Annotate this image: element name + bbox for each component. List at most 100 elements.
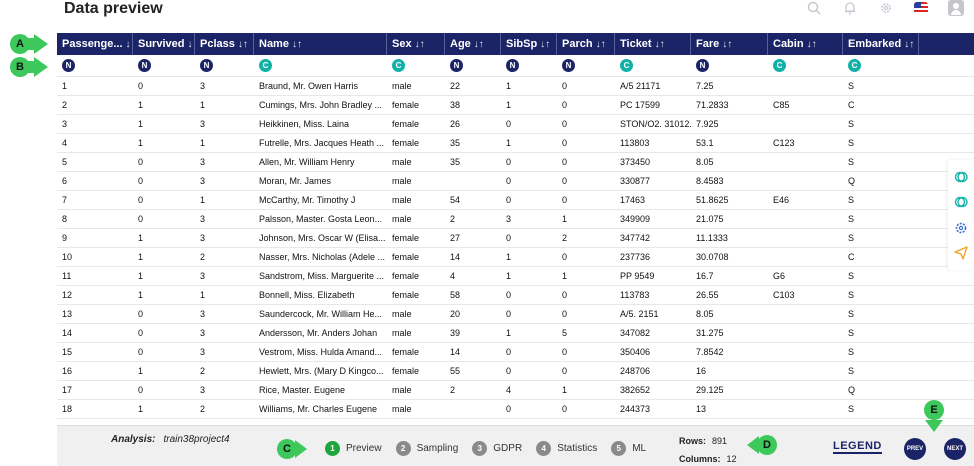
sort-icon[interactable]: ↓↑: [654, 38, 665, 50]
table-cell: PC 17599: [620, 100, 661, 110]
categorical-type-badge[interactable]: C: [620, 59, 633, 72]
table-cell: 1: [506, 100, 512, 110]
table-cell: 1: [138, 252, 144, 262]
sort-icon[interactable]: ↓↑: [595, 38, 606, 50]
column-header[interactable]: Passenge...↓↑: [57, 33, 133, 55]
table-cell: [768, 305, 843, 324]
marker-d-label: D: [757, 435, 777, 455]
table-cell: 26: [450, 119, 461, 129]
table-cell: 9: [62, 233, 68, 243]
sort-icon[interactable]: ↓↑: [540, 38, 551, 50]
table-cell: 3: [506, 214, 512, 224]
table-cell: male: [392, 176, 412, 186]
column-header[interactable]: Fare ↓↑: [691, 33, 768, 55]
numeric-type-badge[interactable]: N: [506, 59, 519, 72]
next-button[interactable]: NEXT: [944, 438, 966, 460]
table-cell: 0: [506, 233, 512, 243]
table-cell: 1: [506, 138, 512, 148]
table-cell: [768, 381, 843, 400]
table-cell: A/5. 2151: [620, 309, 659, 319]
column-header[interactable]: Ticket ↓↑: [615, 33, 691, 55]
column-header[interactable]: Cabin ↓↑: [768, 33, 843, 55]
bell-icon[interactable]: [842, 0, 858, 16]
table-cell: 3: [200, 214, 206, 224]
bottom-bar: Analysis: train38project4 C 1 Preview 2 Samp…: [57, 425, 974, 466]
step-ml[interactable]: 5 ML: [611, 441, 646, 456]
table-row: 3 1 3 Heikkinen, Miss. Laina female 26 0 0 STON/…: [57, 115, 974, 134]
table-cell: 0: [506, 347, 512, 357]
table-row: 10 1 2 Nasser, Mrs. Nicholas (Adele ... fema…: [57, 248, 974, 267]
table-cell: 7: [62, 195, 68, 205]
table-cell: 244373: [620, 404, 651, 414]
table-cell: 0: [506, 176, 512, 186]
layers-alt-icon[interactable]: [954, 195, 968, 209]
numeric-type-badge[interactable]: N: [200, 59, 213, 72]
column-header-label: Age: [450, 38, 471, 50]
table-cell: 0: [506, 366, 512, 376]
layers-icon[interactable]: [954, 170, 968, 184]
search-icon[interactable]: [806, 0, 822, 16]
step-number: 3: [472, 441, 488, 456]
table-cell: 27: [450, 233, 461, 243]
table-header: Passenge...↓↑Survived↓↑Pclass↓↑Name↓↑Sex…: [57, 33, 974, 55]
numeric-type-badge[interactable]: N: [562, 59, 575, 72]
marker-c: C: [277, 439, 307, 459]
column-header[interactable]: SibSp ↓↑: [501, 33, 557, 55]
table-cell: 2: [200, 404, 206, 414]
table-cell: male: [392, 195, 412, 205]
step-number: 5: [611, 441, 627, 456]
legend-button[interactable]: LEGEND: [833, 440, 882, 454]
categorical-type-badge[interactable]: C: [259, 59, 272, 72]
categorical-type-badge[interactable]: C: [848, 59, 861, 72]
column-header[interactable]: Name ↓↑: [254, 33, 387, 55]
table-cell: McCarthy, Mr. Timothy J: [259, 195, 356, 205]
flag-icon[interactable]: [914, 2, 928, 14]
numeric-type-badge[interactable]: N: [696, 59, 709, 72]
sort-icon[interactable]: ↓↑: [806, 38, 817, 50]
sort-icon[interactable]: ↓↑: [904, 38, 915, 50]
table-cell: male: [392, 309, 412, 319]
categorical-type-badge[interactable]: C: [773, 59, 786, 72]
table-cell: C: [848, 100, 855, 110]
numeric-type-badge[interactable]: N: [138, 59, 151, 72]
column-header[interactable]: Survived↓↑: [133, 33, 195, 55]
sort-icon[interactable]: ↓↑: [473, 38, 484, 50]
sort-icon[interactable]: ↓↑: [414, 38, 425, 50]
table-cell: Palsson, Master. Gosta Leon...: [259, 214, 383, 224]
prev-button[interactable]: PREV: [904, 438, 926, 460]
categorical-type-badge[interactable]: C: [392, 59, 405, 72]
step-label: Sampling: [416, 443, 459, 454]
user-icon[interactable]: [948, 0, 964, 16]
step-sampling[interactable]: 2 Sampling: [395, 441, 459, 456]
marker-a: A: [10, 34, 56, 54]
table-row: 11 1 3 Sandstrom, Miss. Marguerite ... femal…: [57, 267, 974, 286]
numeric-type-badge[interactable]: N: [62, 59, 75, 72]
sort-icon[interactable]: ↓↑: [237, 38, 248, 50]
gear-icon[interactable]: [878, 0, 894, 16]
sort-icon[interactable]: ↓↑: [722, 38, 733, 50]
table-cell: 7.25: [696, 81, 714, 91]
step-gdpr[interactable]: 3 GDPR: [472, 441, 522, 456]
column-header[interactable]: Sex ↓↑: [387, 33, 445, 55]
column-header[interactable]: Pclass ↓↑: [195, 33, 254, 55]
table-cell: 39: [450, 328, 461, 338]
column-header[interactable]: Parch ↓↑: [557, 33, 615, 55]
table-cell: 1: [562, 271, 568, 281]
table-cell: 3: [200, 385, 206, 395]
sort-icon[interactable]: ↓↑: [125, 38, 132, 50]
column-header[interactable]: Embarked ↓↑: [843, 33, 919, 55]
table-row: 12 1 1 Bonnell, Miss. Elizabeth female 58 0 0 11…: [57, 286, 974, 305]
column-header[interactable]: Age ↓↑: [445, 33, 501, 55]
table-cell: Sandstrom, Miss. Marguerite ...: [259, 271, 385, 281]
step-preview[interactable]: 1 Preview: [325, 441, 382, 456]
sort-icon[interactable]: ↓↑: [291, 38, 302, 50]
table-cell: S: [848, 81, 855, 91]
table-cell: 1: [506, 328, 512, 338]
sort-icon[interactable]: ↓↑: [187, 38, 194, 50]
step-statistics[interactable]: 4 Statistics: [536, 441, 597, 456]
send-icon[interactable]: [954, 246, 968, 260]
settings-icon[interactable]: [954, 221, 968, 235]
column-type-cell: N: [445, 55, 501, 77]
table-cell: 2: [450, 385, 456, 395]
numeric-type-badge[interactable]: N: [450, 59, 463, 72]
